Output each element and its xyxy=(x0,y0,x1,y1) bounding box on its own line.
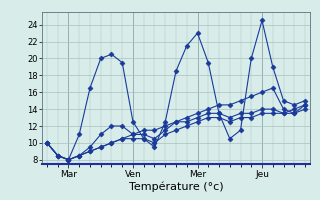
X-axis label: Température (°c): Température (°c) xyxy=(129,181,223,192)
